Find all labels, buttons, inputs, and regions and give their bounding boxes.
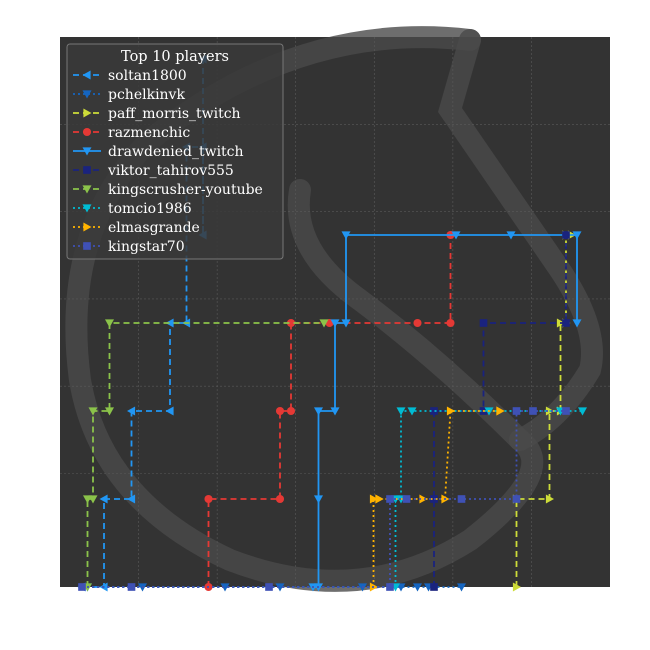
data-point	[386, 583, 394, 591]
series-layer	[77, 54, 587, 592]
data-point	[386, 495, 394, 503]
data-point	[451, 231, 461, 240]
legend-marker	[82, 70, 91, 80]
legend-marker	[83, 222, 92, 232]
data-point	[314, 495, 323, 504]
legend-label: elmasgrande	[108, 220, 200, 236]
legend-entry: viktor_tahirov555	[73, 163, 234, 179]
data-point	[99, 494, 108, 504]
legend-marker	[82, 90, 92, 99]
data-point	[572, 319, 582, 328]
data-point	[396, 407, 406, 416]
legend: Top 10 players soltan1800 pchelkinvk paff_…	[66, 43, 284, 260]
legend-marker	[83, 166, 91, 174]
legend-entry: elmasgrande	[73, 220, 200, 236]
data-point	[286, 406, 296, 416]
series-kingstar70	[78, 407, 570, 591]
series-line	[394, 410, 583, 587]
data-point	[165, 318, 174, 328]
data-point	[506, 231, 516, 240]
data-point	[419, 494, 428, 504]
data-point	[341, 231, 351, 240]
data-point	[446, 406, 455, 416]
data-point	[105, 319, 114, 328]
data-point	[413, 583, 422, 592]
legend-label: viktor_tahirov555	[107, 163, 234, 179]
legend-label: tomcio1986	[108, 201, 192, 217]
legend-marker	[82, 204, 92, 213]
data-point	[562, 231, 570, 239]
legend-box	[66, 43, 284, 260]
data-point	[413, 318, 422, 328]
legend-title: Top 10 players	[121, 49, 229, 65]
legend-marker	[83, 242, 91, 250]
data-point	[430, 407, 438, 415]
legend-label: kingstar70	[108, 239, 185, 255]
data-point	[165, 406, 174, 416]
data-point	[220, 583, 230, 592]
data-point	[127, 583, 136, 591]
legend-label: soltan1800	[108, 68, 187, 84]
data-point	[512, 582, 521, 592]
data-point	[578, 407, 587, 416]
legend-entry: kingstar70	[73, 239, 185, 255]
legend-label: pchelkinvk	[108, 87, 185, 103]
data-point	[562, 407, 570, 415]
legend-label: razmenchic	[108, 125, 190, 141]
data-point	[457, 495, 466, 503]
data-point	[286, 318, 296, 328]
data-point	[127, 494, 136, 504]
legend-label: paff_morris_twitch	[108, 106, 241, 122]
data-point	[265, 583, 273, 591]
data-point	[275, 494, 285, 504]
data-point	[330, 407, 340, 416]
series-razmenchic	[204, 230, 455, 592]
legend-marker	[82, 127, 92, 137]
data-point	[78, 583, 86, 591]
series-line	[207, 235, 452, 587]
data-point	[402, 495, 411, 503]
legend-entry: drawdenied_twitch	[73, 144, 244, 160]
series-line	[313, 234, 578, 588]
legend-marker	[82, 147, 92, 156]
data-point	[430, 583, 438, 591]
data-point	[341, 319, 351, 328]
data-point	[496, 406, 505, 416]
data-point	[275, 583, 285, 592]
legend-entry: pchelkinvk	[73, 87, 185, 103]
legend-marker	[82, 185, 92, 194]
data-point	[446, 318, 455, 328]
data-point	[314, 407, 323, 416]
data-point	[457, 583, 466, 592]
data-point	[512, 495, 521, 503]
legend-entry: soltan1800	[73, 68, 187, 84]
legend-marker	[83, 108, 92, 118]
data-point	[319, 319, 329, 328]
data-point	[512, 407, 521, 415]
data-point	[204, 494, 213, 504]
data-point	[369, 494, 378, 504]
legend-label: drawdenied_twitch	[108, 144, 244, 160]
data-point	[88, 407, 98, 416]
legend-entry: tomcio1986	[73, 201, 192, 217]
series-line	[82, 410, 566, 588]
data-point	[88, 495, 98, 504]
data-point	[407, 407, 417, 416]
data-point	[127, 406, 136, 416]
data-point	[572, 231, 582, 240]
legend-entry: kingscrusher-youtube	[73, 182, 263, 198]
data-point	[545, 494, 554, 504]
legend-entry: paff_morris_twitch	[73, 106, 241, 122]
data-point	[275, 406, 285, 416]
legend-entry: razmenchic	[73, 125, 190, 141]
data-point	[479, 319, 488, 327]
data-point	[330, 319, 340, 328]
legend-label: kingscrusher-youtube	[108, 182, 263, 198]
data-point	[105, 407, 114, 416]
data-point	[529, 407, 537, 415]
data-point	[562, 319, 570, 327]
data-point	[375, 494, 384, 504]
